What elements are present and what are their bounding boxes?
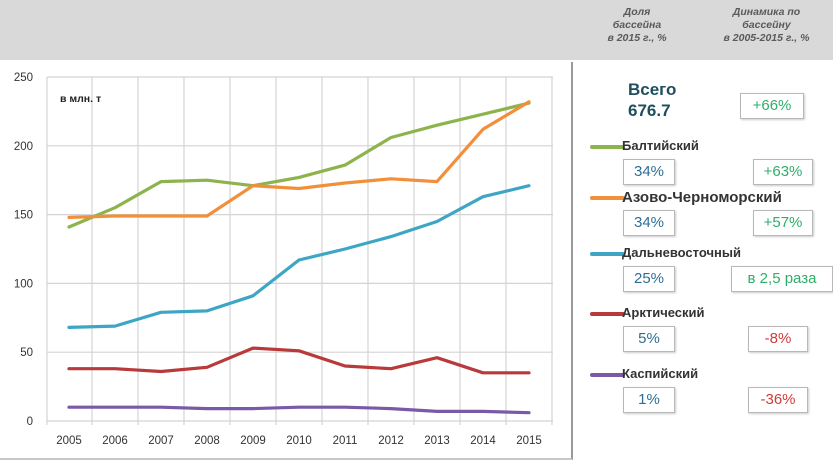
change-badge: -36% — [748, 387, 808, 413]
y-tick-label: 150 — [14, 210, 33, 222]
x-tick-labels: 2005 2006 2007 2008 2009 2010 2011 2012 2013 2014… — [56, 435, 542, 447]
legend-label: Дальневосточный — [622, 245, 741, 260]
dynamics-header-line: в 2005-2015 г., % — [723, 32, 810, 44]
y-tick-label: 50 — [20, 347, 33, 359]
share-header-line: бассейна — [612, 19, 662, 31]
series-lines — [67, 100, 531, 415]
series-line — [67, 405, 531, 415]
legend-label: Арктический — [622, 305, 705, 320]
change-badge: в 2,5 раза — [731, 266, 833, 292]
series-line — [67, 184, 531, 329]
chart-area — [0, 62, 573, 460]
total-value: 676.7 — [628, 101, 671, 120]
gridlines — [46, 76, 553, 425]
y-tick-label: 200 — [14, 141, 33, 153]
series-line — [67, 346, 531, 375]
x-tick-label: 2005 — [56, 435, 82, 447]
share-badge: 1% — [623, 387, 675, 413]
series-line — [67, 101, 531, 229]
legend-swatch — [590, 252, 625, 256]
share-header-line: Доля — [623, 6, 651, 18]
x-tick-label: 2013 — [424, 435, 450, 447]
share-badge: 5% — [623, 326, 675, 352]
x-tick-label: 2010 — [286, 435, 312, 447]
header-band — [0, 0, 833, 60]
total-change-badge: +66% — [740, 93, 804, 119]
y-tick-labels: 0 50 100 150 200 250 — [14, 72, 33, 428]
column-header-dynamics: Динамика по бассейну в 2005-2015 г., % — [700, 6, 833, 45]
unit-label: в млн. т — [60, 93, 102, 105]
share-header-line: в 2015 г., % — [607, 32, 667, 44]
legend-swatch — [590, 145, 625, 149]
legend-label: Каспийский — [622, 366, 699, 381]
y-tick-label: 100 — [14, 278, 33, 290]
change-badge: +57% — [753, 210, 813, 236]
legend-swatch — [590, 373, 625, 377]
column-header-share: Доля бассейна в 2015 г., % — [602, 6, 672, 45]
legend-swatch — [590, 196, 625, 200]
legend-label: Балтийский — [622, 138, 699, 153]
share-badge: 25% — [623, 266, 675, 292]
y-tick-label: 250 — [14, 72, 33, 84]
x-tick-label: 2012 — [378, 435, 404, 447]
dynamics-header-line: бассейну — [742, 19, 791, 31]
x-tick-label: 2008 — [194, 435, 220, 447]
dynamics-header-line: Динамика по — [732, 6, 801, 18]
legend-label: Азово-Черноморский — [622, 189, 782, 206]
change-badge: +63% — [753, 159, 813, 185]
x-tick-label: 2006 — [102, 435, 128, 447]
x-tick-label: 2007 — [148, 435, 174, 447]
x-tick-label: 2014 — [470, 435, 496, 447]
y-tick-label: 0 — [27, 416, 33, 428]
share-badge: 34% — [623, 159, 675, 185]
x-tick-label: 2009 — [240, 435, 266, 447]
series-line — [67, 100, 531, 219]
x-tick-label: 2011 — [333, 435, 358, 447]
change-badge: -8% — [748, 326, 808, 352]
legend-swatch — [590, 312, 625, 316]
x-tick-label: 2015 — [516, 435, 542, 447]
total-label: Всего — [628, 80, 677, 99]
share-badge: 34% — [623, 210, 675, 236]
